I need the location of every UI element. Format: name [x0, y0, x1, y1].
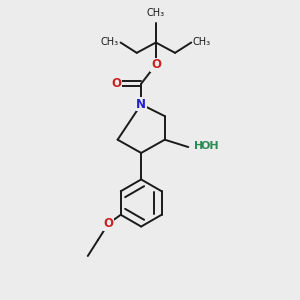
- Text: CH₃: CH₃: [193, 37, 211, 47]
- Text: H: H: [194, 141, 203, 151]
- Text: OH: OH: [201, 141, 219, 151]
- Text: O: O: [151, 58, 161, 71]
- Text: CH₃: CH₃: [101, 37, 119, 47]
- Text: N: N: [136, 98, 146, 111]
- Text: CH₃: CH₃: [147, 8, 165, 17]
- Text: O: O: [111, 77, 121, 90]
- Text: O: O: [103, 217, 113, 230]
